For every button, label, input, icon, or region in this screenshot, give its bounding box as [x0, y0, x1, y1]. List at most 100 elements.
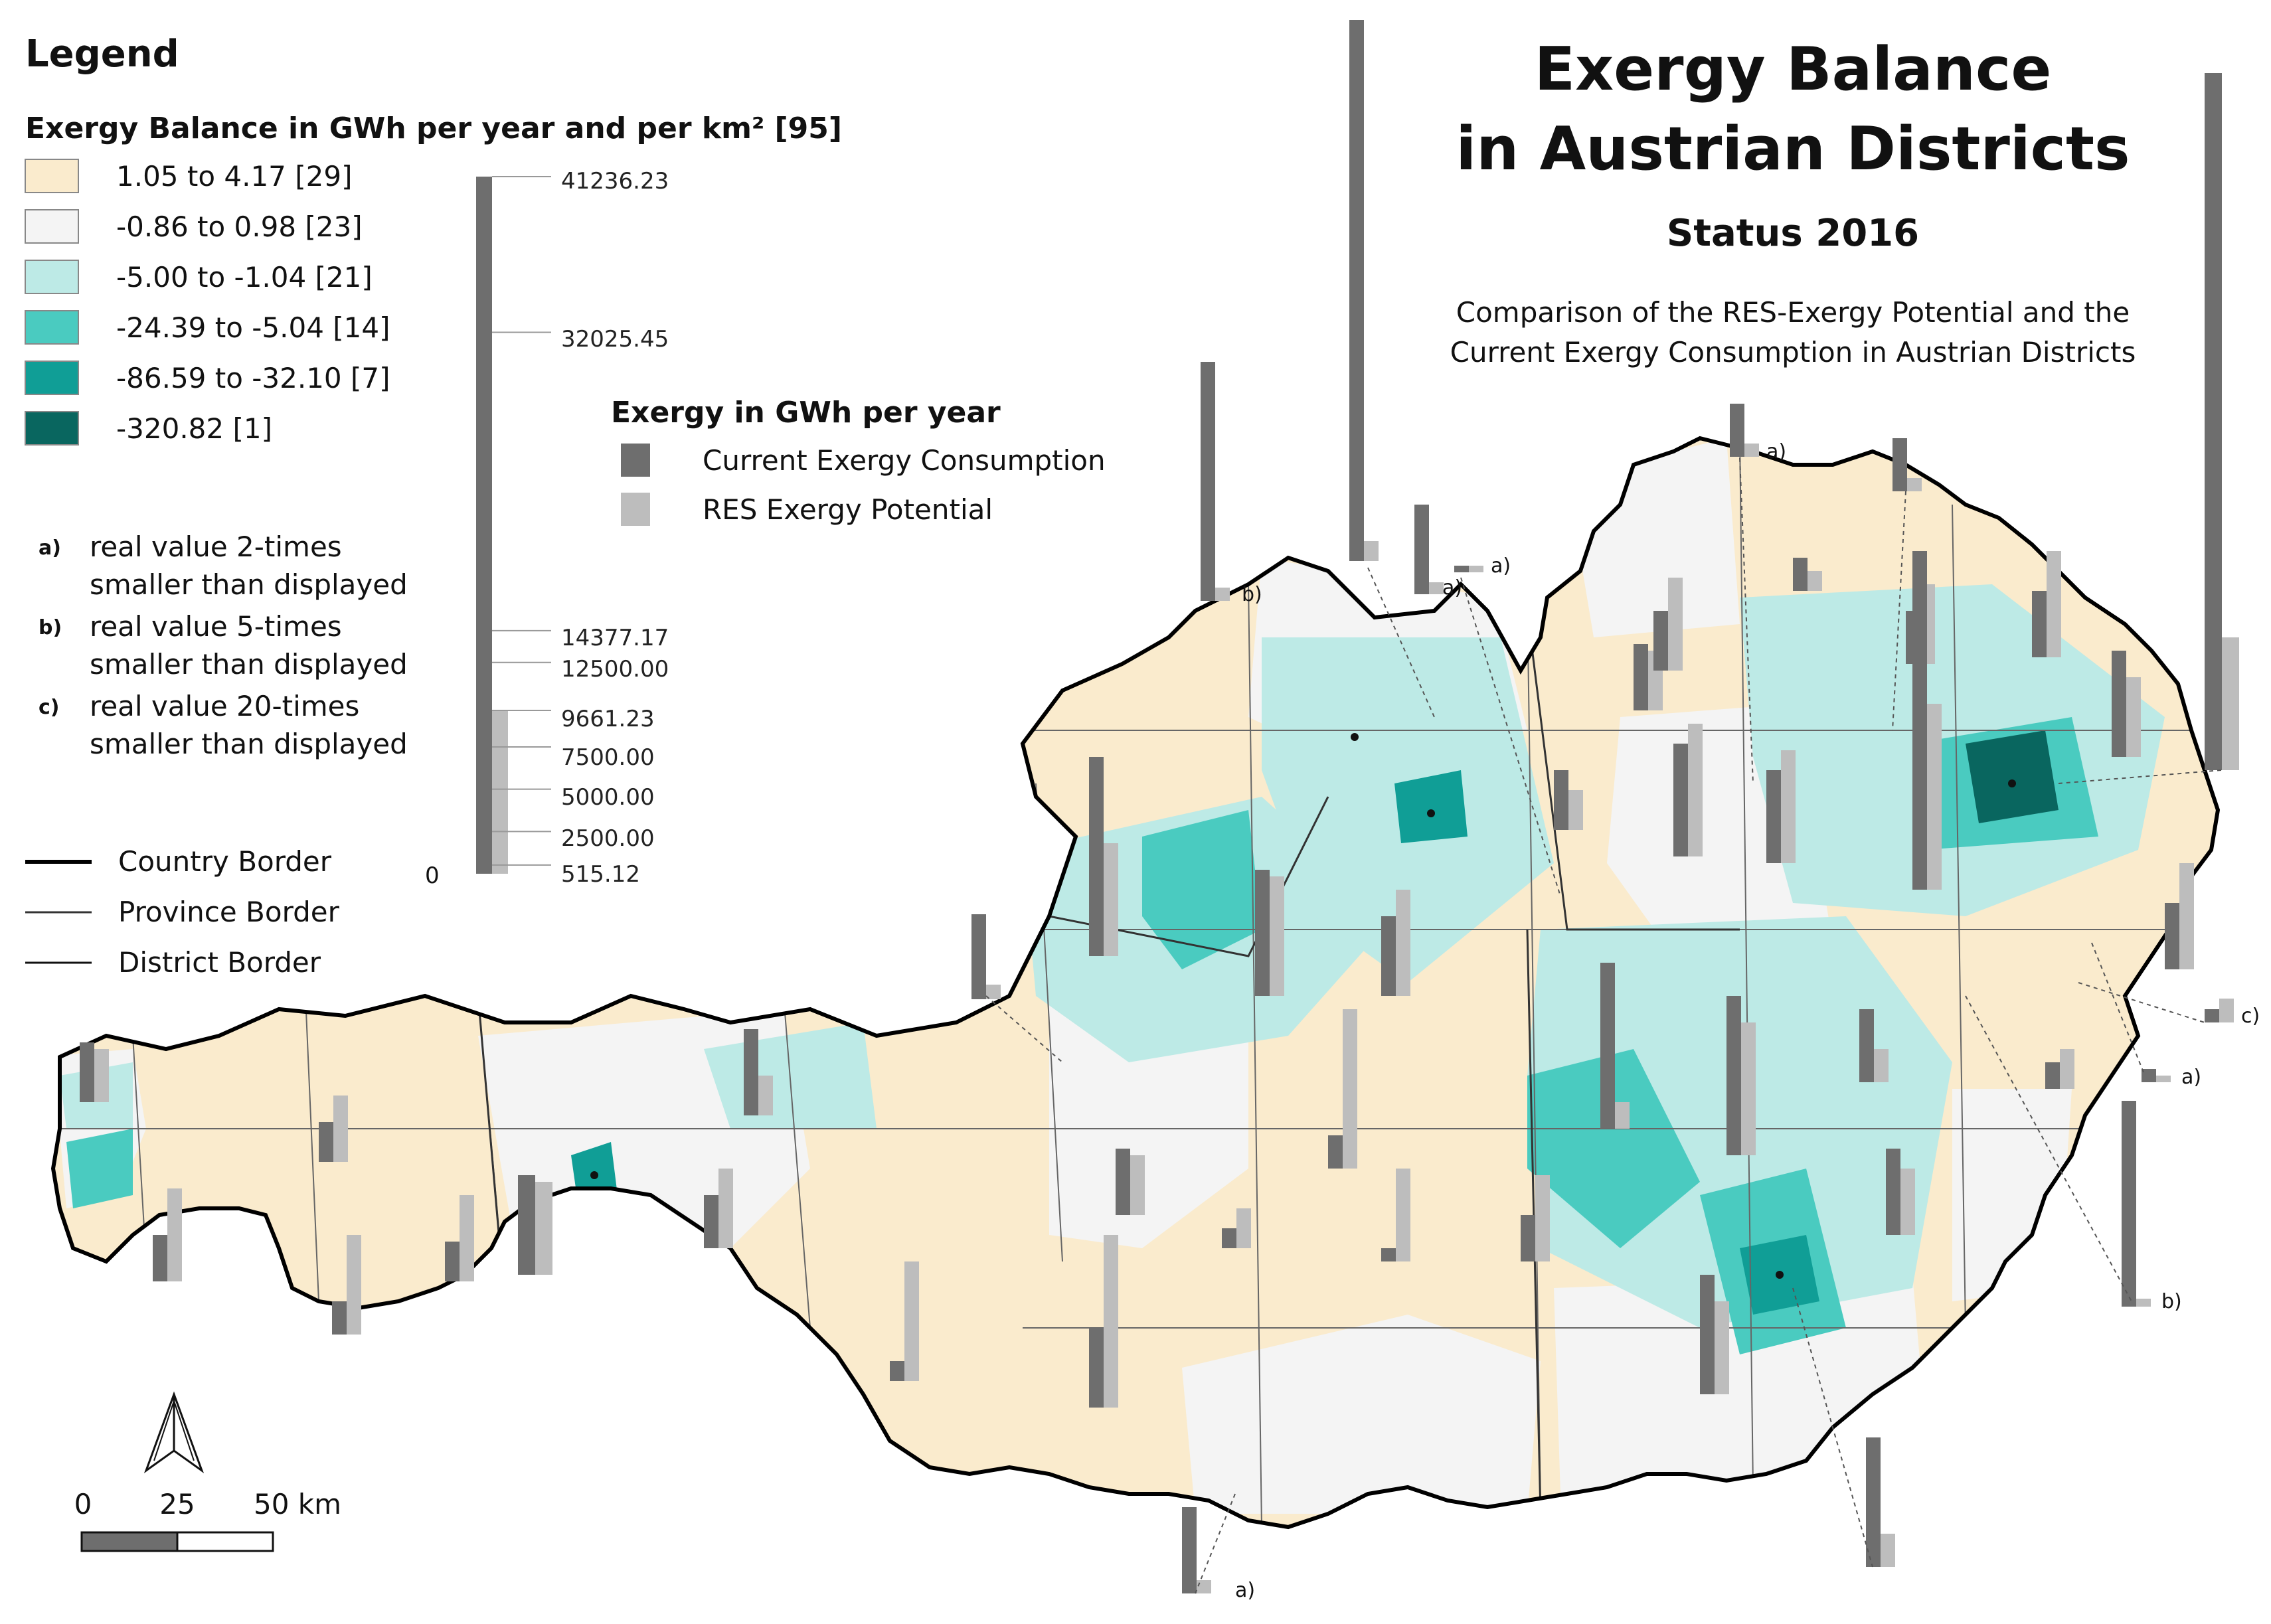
- legend-heading: Legend: [25, 33, 179, 76]
- scale-segment-light: [176, 1531, 274, 1552]
- bar-pair: [1859, 1009, 1889, 1082]
- scale-tick-label: 41236.23: [561, 168, 669, 195]
- border-label: District Border: [118, 946, 321, 979]
- bar-pair: [2045, 1049, 2074, 1089]
- bar-pair: [1381, 1169, 1410, 1261]
- scale-tick-label: 515.12: [561, 861, 640, 888]
- bar-pair: [1222, 1208, 1251, 1248]
- footnote-a-label: a): [1491, 554, 1511, 578]
- bar-pair-oversized: [2205, 999, 2234, 1022]
- city-dots: [590, 733, 2016, 1279]
- bar-pair: [319, 1096, 348, 1162]
- district-teal-dark-linz: [1394, 770, 1468, 843]
- scale-segment-dark: [80, 1531, 179, 1552]
- bar-pair: [2032, 551, 2061, 657]
- district-teal-mid-murtal: [1527, 1049, 1700, 1248]
- scale-label-0: 0: [74, 1488, 92, 1520]
- district-teal-mid-vorarlberg: [66, 1129, 133, 1208]
- bar-pair: [1089, 757, 1118, 956]
- legend: Legend Exergy Balance in GWh per year an…: [25, 33, 1106, 979]
- bar-pair: [1700, 1275, 1729, 1394]
- series-swatch-consumption: [621, 444, 650, 477]
- austria-map: b) a) a) a) a) c) b) a): [50, 20, 2260, 1602]
- bar-pair-oversized: [1414, 505, 1444, 594]
- map-subtitle-line1: Comparison of the RES-Exergy Potential a…: [1456, 296, 2130, 329]
- legend-swatch: [25, 260, 79, 294]
- legend-class-label: -320.82 [1]: [116, 412, 272, 445]
- legend-swatch: [25, 209, 79, 244]
- bar-pair-oversized: [1730, 404, 1759, 457]
- note-line: real value 5-times: [90, 610, 342, 643]
- bar-pair-oversized: [2142, 1069, 2171, 1082]
- note-key: a): [39, 536, 61, 560]
- bar-pair: [1673, 724, 1703, 856]
- bar-pair: [2165, 863, 2194, 969]
- map-title-line2: in Austrian Districts: [1456, 114, 2130, 184]
- bar-pair: [2112, 651, 2141, 757]
- footnote-a-label: a): [1442, 576, 1462, 600]
- footnote-a-label: a): [1235, 1579, 1255, 1602]
- footnote-b-label: b): [2161, 1290, 2182, 1313]
- footnote-a-label: a): [2181, 1066, 2201, 1089]
- legend-class-label: -86.59 to -32.10 [7]: [116, 362, 390, 394]
- bar-pair: [80, 1042, 109, 1102]
- border-label: Country Border: [118, 845, 332, 878]
- note-line: smaller than displayed: [90, 728, 408, 760]
- scale-tick-labels: 41236.23 32025.45 14377.17 12500.00 9661.23 7…: [561, 168, 669, 888]
- north-arrow-icon: [143, 1391, 205, 1474]
- note-key: b): [39, 616, 62, 639]
- bar-pair: [890, 1261, 919, 1381]
- legend-class-label: -24.39 to -5.04 [14]: [116, 311, 390, 344]
- legend-swatch: [25, 361, 79, 395]
- leader-lines: [985, 457, 2222, 1594]
- legend-class-label: 1.05 to 4.17 [29]: [116, 160, 352, 193]
- footnote-c-label: c): [2241, 1005, 2260, 1028]
- note-line: real value 2-times: [90, 530, 342, 563]
- bar-pair: [1600, 963, 1630, 1129]
- scale-label-50: 50 km: [254, 1488, 341, 1520]
- bar-pair-oversized: [971, 914, 1001, 999]
- scale-label-25: 25: [159, 1488, 195, 1520]
- scale-bar: 0 25 50 km: [74, 1488, 341, 1552]
- legend-class-label: -0.86 to 0.98 [23]: [116, 210, 363, 243]
- legend-class-label: -5.00 to -1.04 [21]: [116, 261, 373, 293]
- bar-pair: [153, 1188, 182, 1281]
- legend-notes: a) real value 2-times smaller than displ…: [39, 530, 408, 760]
- bar-pair: [704, 1169, 733, 1248]
- series-label-consumption: Current Exergy Consumption: [703, 444, 1106, 477]
- district-bars: [80, 551, 2194, 1408]
- scale-consumption-bar: [476, 177, 492, 874]
- scale-tick-label: 32025.45: [561, 326, 669, 353]
- bar-pair: [1653, 578, 1683, 671]
- footnote-a-label: a): [1766, 440, 1786, 463]
- bar-pair-oversized: [1866, 1437, 1895, 1567]
- bar-pair-oversized: [2122, 1101, 2151, 1307]
- bar-pair-oversized: [1892, 438, 1922, 491]
- bar-pair: [1766, 750, 1796, 863]
- bar-pair-oversized: [1454, 566, 1483, 572]
- bar-pair: [1886, 1149, 1915, 1235]
- footnote-b-label: b): [1242, 583, 1262, 606]
- title-block: Exergy Balance in Austrian Districts Sta…: [1450, 35, 2136, 368]
- map-title-line1: Exergy Balance: [1535, 35, 2052, 104]
- scale-tick-label: 2500.00: [561, 825, 655, 852]
- bar-pair: [1793, 558, 1822, 591]
- legend-swatch: [25, 411, 79, 446]
- bar-pair: [1116, 1149, 1145, 1215]
- border-label: Province Border: [118, 896, 340, 928]
- bar-pair: [518, 1175, 552, 1275]
- bar-pair-oversized: [2205, 73, 2239, 770]
- exergy-legend: Exergy in GWh per year Current Exergy Co…: [611, 396, 1106, 526]
- legend-classes: 1.05 to 4.17 [29] -0.86 to 0.98 [23] -5.…: [25, 159, 390, 446]
- bar-pair: [744, 1029, 773, 1115]
- legend-borders: Country Border Province Border District …: [25, 845, 340, 979]
- bar-scale-legend: 0 41236.23 32025.45 14377.17 12500.00 9661.2…: [425, 168, 669, 889]
- map-status: Status 2016: [1667, 212, 1919, 255]
- bar-pair: [1381, 890, 1410, 996]
- district-grey-carinthia: [1182, 1315, 1541, 1514]
- note-key: c): [39, 696, 60, 719]
- bar-pair: [1554, 770, 1583, 830]
- bar-pair: [332, 1235, 361, 1335]
- district-grey-burgenland: [1952, 1089, 2072, 1301]
